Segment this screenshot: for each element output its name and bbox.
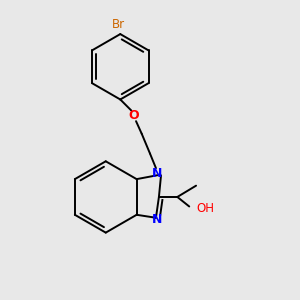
Text: N: N — [152, 213, 163, 226]
Text: O: O — [128, 109, 139, 122]
Text: OH: OH — [196, 202, 214, 215]
Text: Br: Br — [112, 17, 125, 31]
Text: N: N — [152, 167, 163, 180]
